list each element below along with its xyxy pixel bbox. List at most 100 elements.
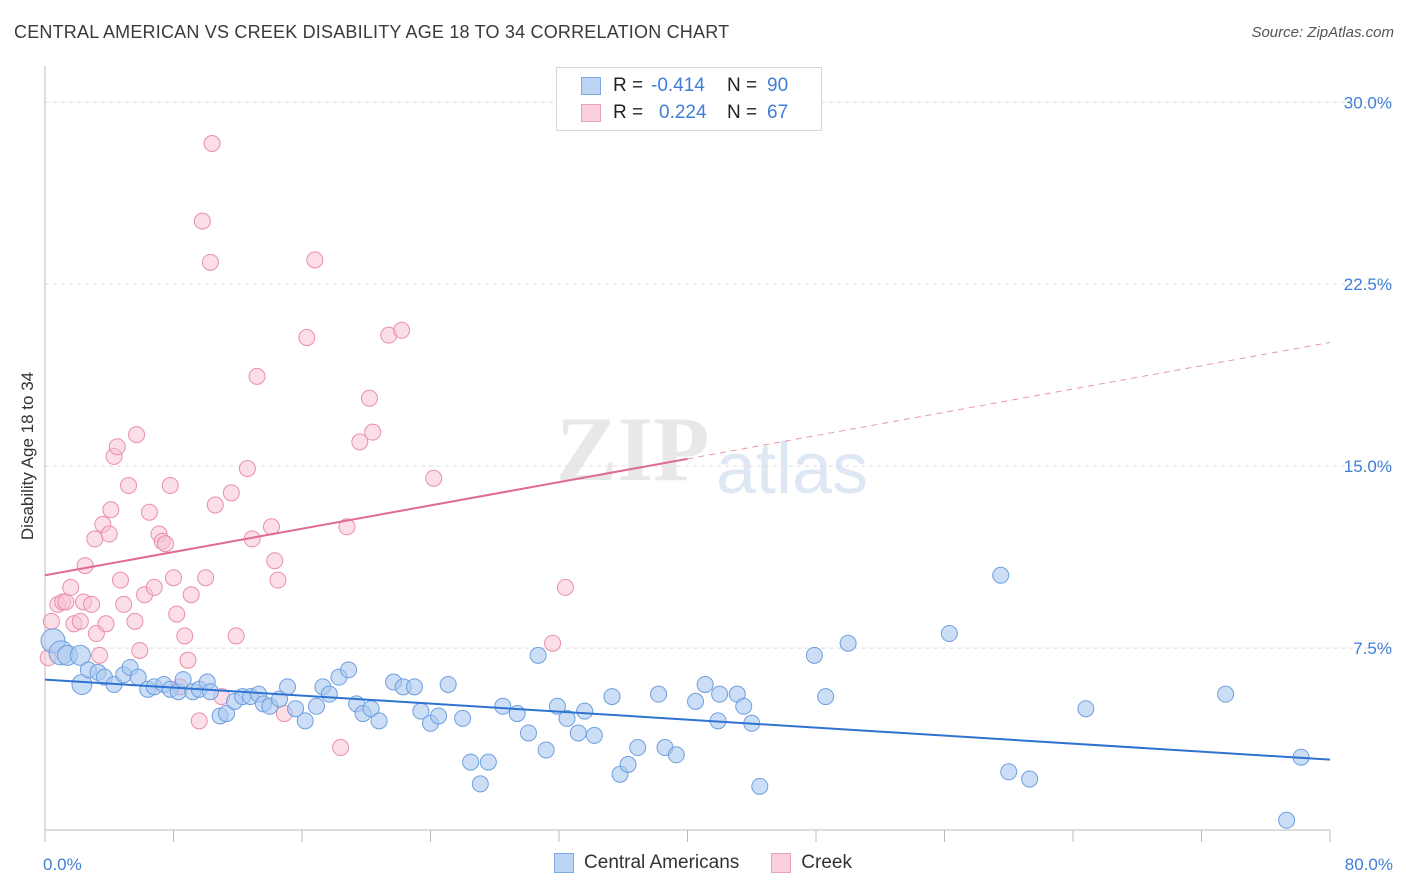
central-americans-point bbox=[320, 685, 338, 703]
creek-point bbox=[42, 612, 60, 630]
creek-point bbox=[91, 646, 109, 664]
creek-point bbox=[248, 367, 266, 385]
central-americans-point bbox=[1278, 811, 1296, 829]
central-americans-point bbox=[603, 688, 621, 706]
correlation-legend: R = -0.414 N = 90 R = 0.224 N = 67 bbox=[556, 67, 822, 131]
creek-point bbox=[360, 389, 378, 407]
central-americans-point bbox=[629, 739, 647, 757]
series-legend: Central Americans Creek bbox=[0, 852, 1406, 874]
central-americans-point bbox=[569, 724, 587, 742]
x-tick-label: 80.0% bbox=[1345, 855, 1393, 874]
y-tick-label: 22.5% bbox=[1344, 275, 1392, 294]
creek-point bbox=[179, 651, 197, 669]
central-americans-point bbox=[529, 646, 547, 664]
central-americans-point bbox=[218, 705, 236, 723]
central-americans-point bbox=[1000, 763, 1018, 781]
source-label: Source: ZipAtlas.com bbox=[1251, 24, 1394, 41]
creek-point bbox=[86, 530, 104, 548]
y-tick-label: 7.5% bbox=[1353, 639, 1392, 658]
r-value: 0.224 bbox=[659, 102, 707, 123]
creek-trendline-extension bbox=[687, 341, 1331, 460]
central-americans-point bbox=[650, 685, 668, 703]
central-americans-point bbox=[537, 741, 555, 759]
creek-point bbox=[338, 518, 356, 536]
creek-point bbox=[156, 535, 174, 553]
r-label: R = bbox=[613, 102, 644, 123]
legend-swatch-blue bbox=[581, 77, 601, 95]
creek-point bbox=[83, 595, 101, 613]
creek-point bbox=[76, 557, 94, 575]
central-americans-point bbox=[307, 697, 325, 715]
creek-point bbox=[97, 615, 115, 633]
creek-point bbox=[351, 433, 369, 451]
central-americans-point bbox=[585, 726, 603, 744]
creek-point bbox=[203, 134, 221, 152]
r-value: -0.414 bbox=[651, 75, 705, 96]
creek-point bbox=[306, 251, 324, 269]
central-americans-point bbox=[494, 697, 512, 715]
creek-point bbox=[115, 595, 133, 613]
legend-item-creek[interactable]: Creek bbox=[771, 852, 852, 874]
central-americans-point bbox=[454, 709, 472, 727]
legend-row-central-americans: R = -0.414 N = 90 bbox=[581, 73, 788, 99]
central-americans-point bbox=[340, 661, 358, 679]
central-americans-point bbox=[69, 644, 91, 666]
chart-title: CENTRAL AMERICAN VS CREEK DISABILITY AGE… bbox=[14, 22, 730, 42]
central-americans-point bbox=[471, 775, 489, 793]
watermark-atlas: atlas bbox=[716, 429, 869, 509]
creek-point bbox=[126, 612, 144, 630]
watermark-zip: ZIP bbox=[556, 398, 710, 500]
n-value: 90 bbox=[767, 75, 789, 96]
central-americans-point bbox=[519, 724, 537, 742]
creek-point bbox=[128, 426, 146, 444]
central-americans-point bbox=[576, 702, 594, 720]
creek-point bbox=[71, 612, 89, 630]
creek-point bbox=[62, 578, 80, 596]
creek-point bbox=[102, 501, 120, 519]
creek-trendline bbox=[44, 457, 688, 577]
legend-item-central-americans[interactable]: Central Americans bbox=[554, 852, 739, 874]
central-americans-point bbox=[1021, 770, 1039, 788]
creek-point bbox=[140, 503, 158, 521]
creek-point bbox=[108, 438, 126, 456]
central-americans-point bbox=[817, 688, 835, 706]
central-americans-point bbox=[462, 753, 480, 771]
central-americans-point bbox=[687, 692, 705, 710]
creek-point bbox=[269, 571, 287, 589]
central-americans-point bbox=[619, 756, 637, 774]
creek-point bbox=[206, 496, 224, 514]
creek-point bbox=[145, 578, 163, 596]
y-tick-label: 15.0% bbox=[1344, 457, 1392, 476]
central-americans-point bbox=[696, 675, 714, 693]
creek-point bbox=[227, 627, 245, 645]
creek-point bbox=[298, 329, 316, 347]
creek-point bbox=[161, 477, 179, 495]
y-tick-label: 30.0% bbox=[1344, 93, 1392, 112]
creek-point bbox=[176, 627, 194, 645]
central-americans-point bbox=[839, 634, 857, 652]
creek-point bbox=[393, 321, 411, 339]
central-americans-point bbox=[287, 700, 305, 718]
legend-swatch-blue bbox=[554, 853, 575, 873]
creek-point bbox=[131, 641, 149, 659]
central-americans-point bbox=[940, 625, 958, 643]
central-americans-point bbox=[805, 646, 823, 664]
legend-label: Central Americans bbox=[584, 852, 740, 873]
central-americans-point bbox=[279, 678, 297, 696]
creek-point bbox=[100, 525, 118, 543]
central-americans-point bbox=[558, 709, 576, 727]
n-value: 67 bbox=[767, 102, 789, 123]
central-americans-point bbox=[296, 712, 314, 730]
x-tick-label: 0.0% bbox=[43, 855, 82, 874]
creek-point bbox=[120, 477, 138, 495]
creek-point bbox=[193, 212, 211, 230]
central-americans-point bbox=[735, 697, 753, 715]
legend-row-creek: R = 0.224 N = 67 bbox=[581, 100, 788, 126]
central-americans-point bbox=[667, 746, 685, 764]
creek-point bbox=[364, 423, 382, 441]
creek-point bbox=[168, 605, 186, 623]
central-americans-point bbox=[370, 712, 388, 730]
creek-point bbox=[544, 634, 562, 652]
legend-label: Creek bbox=[801, 852, 852, 873]
